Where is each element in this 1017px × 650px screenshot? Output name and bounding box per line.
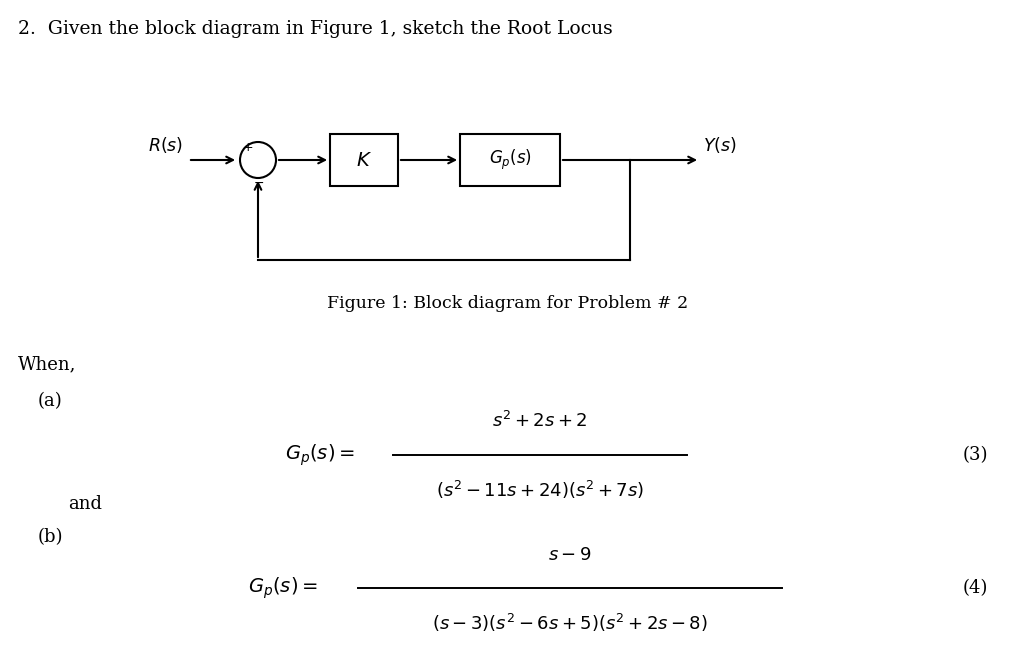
Text: $\mathit{G_p(s)}=$: $\mathit{G_p(s)}=$ [248, 575, 318, 601]
Text: $\mathit{G_p(s)}$: $\mathit{G_p(s)}$ [488, 148, 532, 172]
Text: $+$: $+$ [242, 141, 253, 154]
Polygon shape [460, 134, 560, 186]
Text: and: and [68, 495, 102, 513]
Text: $-$: $-$ [253, 176, 264, 189]
Text: When,: When, [18, 355, 76, 373]
Text: (3): (3) [962, 446, 988, 464]
Text: $s-9$: $s-9$ [548, 546, 592, 564]
Text: $(s^2-11s+24)(s^2+7s)$: $(s^2-11s+24)(s^2+7s)$ [436, 479, 644, 501]
Text: Figure 1: Block diagram for Problem # 2: Figure 1: Block diagram for Problem # 2 [327, 295, 689, 312]
Text: $\mathit{Y(s)}$: $\mathit{Y(s)}$ [703, 135, 736, 155]
Text: (b): (b) [38, 528, 63, 546]
Text: $(s-3)(s^2-6s+5)(s^2+2s-8)$: $(s-3)(s^2-6s+5)(s^2+2s-8)$ [432, 612, 708, 634]
Text: (4): (4) [963, 579, 988, 597]
Text: $\mathit{K}$: $\mathit{K}$ [356, 151, 372, 170]
Text: $s^2+2s+2$: $s^2+2s+2$ [492, 411, 588, 431]
Text: $\mathit{G_p(s)}=$: $\mathit{G_p(s)}=$ [285, 442, 355, 468]
Text: $\mathit{R(s)}$: $\mathit{R(s)}$ [148, 135, 183, 155]
Text: (a): (a) [38, 392, 63, 410]
Polygon shape [330, 134, 398, 186]
Text: 2.  Given the block diagram in Figure 1, sketch the Root Locus: 2. Given the block diagram in Figure 1, … [18, 20, 613, 38]
